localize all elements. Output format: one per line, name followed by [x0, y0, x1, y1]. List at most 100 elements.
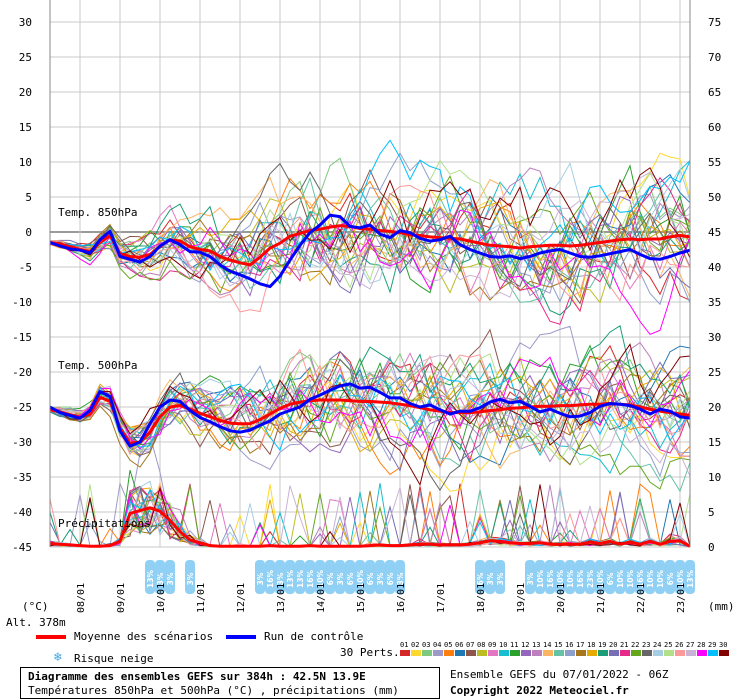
snow-risk-bar — [585, 560, 595, 594]
member-line — [49, 192, 691, 301]
snow-risk-value: 6% — [606, 572, 615, 585]
member-color-box — [664, 650, 674, 656]
member-color-box — [543, 650, 553, 656]
snow-risk-value: 10% — [646, 570, 655, 588]
snow-risk-row: 13% 3% 3% 3% 3% 16% 3% 13% 13% 16% 10% 6% 3% 6% 10% 6% 3… — [145, 560, 695, 594]
member-number: 20 — [609, 641, 617, 649]
member-number: 30 — [719, 641, 727, 649]
member-line — [49, 176, 691, 325]
left-tick-label: 10 — [19, 156, 32, 169]
left-tick-label: -20 — [12, 366, 32, 379]
snow-risk-marker: 16% — [545, 560, 555, 594]
snow-risk-marker: 3% — [335, 560, 345, 594]
footer-title-box — [20, 667, 440, 699]
snow-risk-bar — [565, 560, 575, 594]
right-tick-label: 45 — [708, 226, 721, 239]
member-color-box — [675, 650, 685, 656]
member-color-box — [653, 650, 663, 656]
left-tick-label: -35 — [12, 471, 32, 484]
member-color-box — [609, 650, 619, 656]
snow-risk-marker: 10% — [535, 560, 545, 594]
member-number: 28 — [697, 641, 705, 649]
member-color-box — [587, 650, 597, 656]
date-label: 17/01 — [436, 583, 447, 613]
member-line — [49, 184, 691, 313]
snow-risk-marker: 10% — [615, 560, 625, 594]
snow-risk-bar — [575, 560, 585, 594]
snow-risk-value: 16% — [306, 570, 315, 588]
snow-risk-value: 10% — [356, 570, 365, 588]
members-count-label: 30 Perts. — [340, 646, 400, 659]
grid — [50, 0, 690, 548]
member-number: 24 — [653, 641, 661, 649]
date-label: 13/01 — [276, 583, 287, 613]
left-tick-label: -5 — [19, 261, 32, 274]
snow-risk-bar — [665, 560, 675, 594]
member-color-box — [422, 650, 432, 656]
snow-risk-bar — [525, 560, 535, 594]
left-tick-label: -25 — [12, 401, 32, 414]
member-color-box — [565, 650, 575, 656]
member-line — [49, 361, 691, 490]
member-color-box — [521, 650, 531, 656]
member-color-box — [400, 650, 410, 656]
member-number: 18 — [587, 641, 595, 649]
member-number: 03 — [422, 641, 430, 649]
member-number: 05 — [444, 641, 452, 649]
left-tick-label: 5 — [25, 191, 32, 204]
snow-risk-bar — [315, 560, 325, 594]
member-line — [49, 159, 691, 289]
snowflake-icon: ❄ — [54, 650, 62, 665]
right-tick-label: 65 — [708, 86, 721, 99]
snow-risk-value: 10% — [566, 570, 575, 588]
left-tick-label: 25 — [19, 51, 32, 64]
snow-risk-bar — [675, 560, 685, 594]
member-number: 23 — [642, 641, 650, 649]
snow-risk-marker: 10% — [675, 560, 685, 594]
snow-risk-bar — [395, 560, 405, 594]
right-tick-label: 20 — [708, 401, 721, 414]
member-line — [49, 203, 691, 316]
member-color-box — [598, 650, 608, 656]
date-label: 16/01 — [396, 583, 407, 613]
snow-risk-marker: 3% — [185, 560, 195, 594]
snow-risk-bar — [305, 560, 315, 594]
snow-risk-value: 3% — [496, 572, 505, 585]
legend-control-label: Run de contrôle — [264, 630, 364, 643]
snow-risk-marker: 3% — [375, 560, 385, 594]
snow-risk-marker: 3% — [275, 560, 285, 594]
snow-risk-bar — [615, 560, 625, 594]
ensemble-members — [49, 139, 691, 548]
member-number: 02 — [411, 641, 419, 649]
member-number: 12 — [521, 641, 529, 649]
snow-risk-value: 13% — [686, 570, 695, 588]
snow-risk-marker: 3% — [395, 560, 405, 594]
member-number: 19 — [598, 641, 606, 649]
member-number: 21 — [620, 641, 628, 649]
snow-risk-marker: 6% — [605, 560, 615, 594]
left-tick-label: 20 — [19, 86, 32, 99]
panel-label: Temp. 850hPa — [58, 206, 137, 219]
member-number: 22 — [631, 641, 639, 649]
snow-risk-value: 6% — [366, 572, 375, 585]
snow-risk-marker: 13% — [295, 560, 305, 594]
snow-risk-bar — [475, 560, 485, 594]
right-tick-label: 30 — [708, 331, 721, 344]
right-tick-label: 5 — [708, 506, 715, 519]
date-label: 10/01 — [156, 583, 167, 613]
left-tick-label: 30 — [19, 16, 32, 29]
snow-risk-bar — [685, 560, 695, 594]
snow-risk-value: 3% — [486, 572, 495, 585]
date-label: 15/01 — [356, 583, 367, 613]
member-number: 27 — [686, 641, 694, 649]
snow-risk-bar — [155, 560, 165, 594]
member-color-box — [510, 650, 520, 656]
member-color-box — [488, 650, 498, 656]
snow-risk-bar — [165, 560, 175, 594]
member-line — [49, 162, 691, 288]
snow-risk-marker: 3% — [525, 560, 535, 594]
snow-risk-bar — [545, 560, 555, 594]
right-tick-label: 0 — [708, 541, 715, 554]
snow-risk-marker: 3% — [485, 560, 495, 594]
snow-risk-bar — [345, 560, 355, 594]
